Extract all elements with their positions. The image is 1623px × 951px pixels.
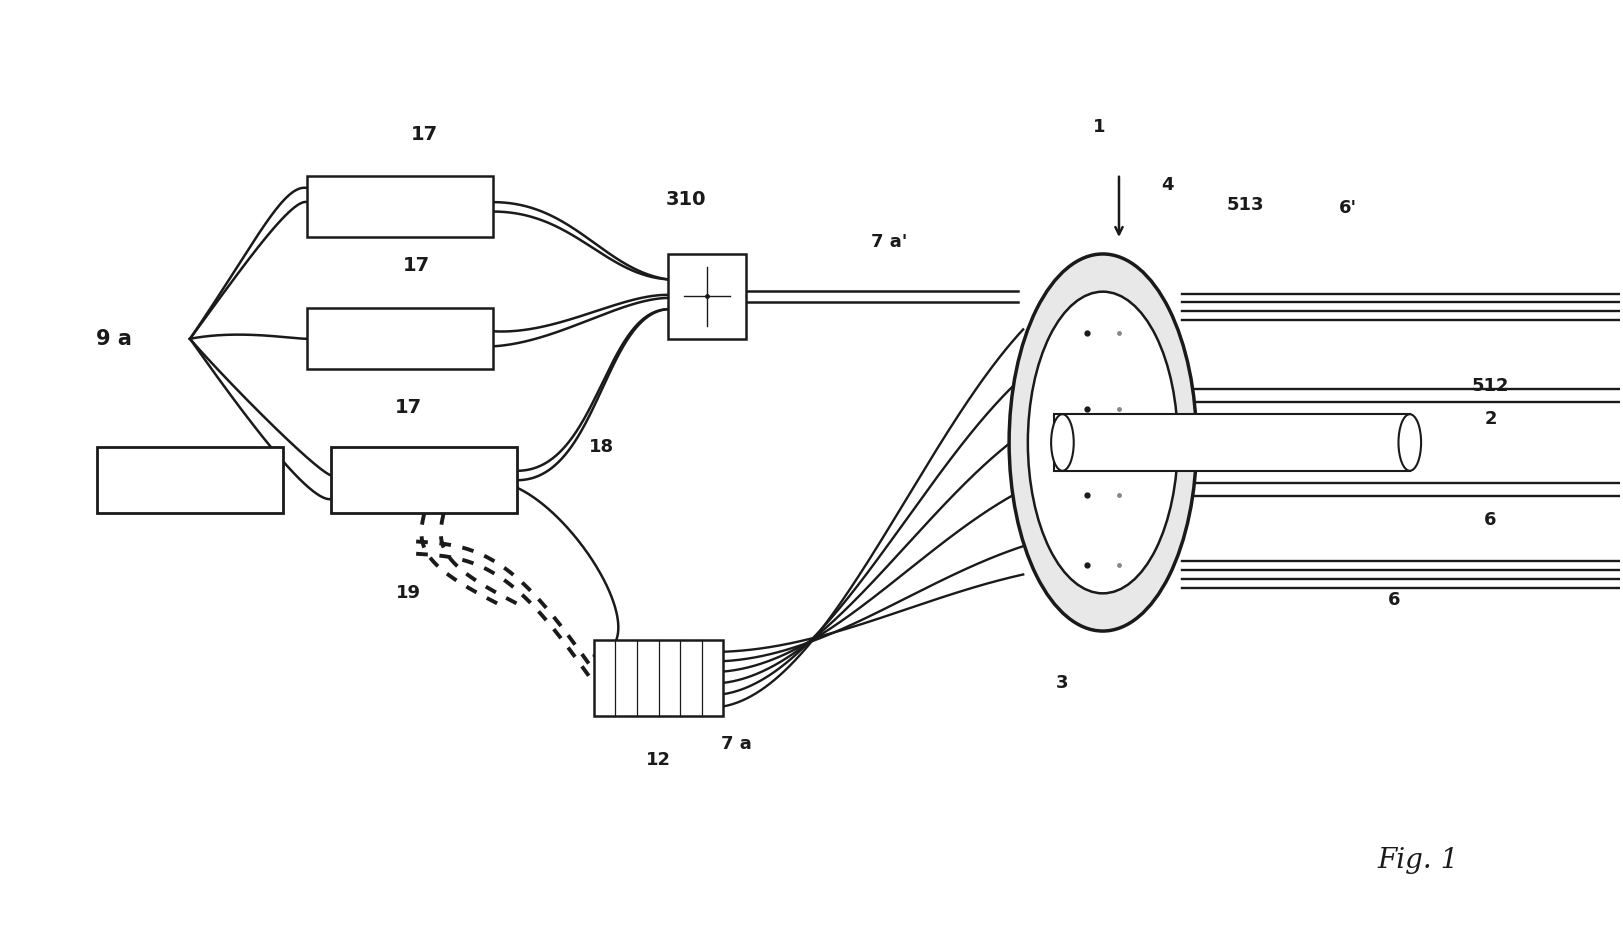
Text: 4: 4 [1160,176,1173,194]
Ellipse shape [1027,292,1177,593]
Bar [307,308,493,369]
Text: 513: 513 [1225,196,1263,214]
Text: 6': 6' [1339,199,1357,217]
Bar [667,254,745,339]
Text: 17: 17 [394,398,422,417]
Text: 18: 18 [589,438,613,456]
Text: Fig. 1: Fig. 1 [1376,846,1457,874]
Text: 6: 6 [1483,511,1496,529]
Bar [307,176,493,238]
Bar [331,447,516,514]
Text: 17: 17 [411,125,438,144]
Text: 19: 19 [396,584,420,602]
Bar [97,447,282,514]
Text: 12: 12 [646,751,670,769]
Text: 7 a': 7 a' [872,233,907,251]
Text: 6: 6 [1386,591,1399,609]
Ellipse shape [1050,415,1073,471]
Text: 7 a: 7 a [721,735,751,753]
Text: 3: 3 [1055,674,1068,692]
Bar [594,640,722,716]
Text: 310: 310 [665,190,706,209]
Text: 512: 512 [1470,377,1508,395]
Bar [1053,415,1409,471]
Text: 17: 17 [403,256,430,275]
Text: 9 a: 9 a [96,329,131,349]
Ellipse shape [1008,254,1196,631]
Text: 2: 2 [1483,410,1496,428]
Text: 1: 1 [1092,118,1105,136]
Ellipse shape [1397,415,1420,471]
